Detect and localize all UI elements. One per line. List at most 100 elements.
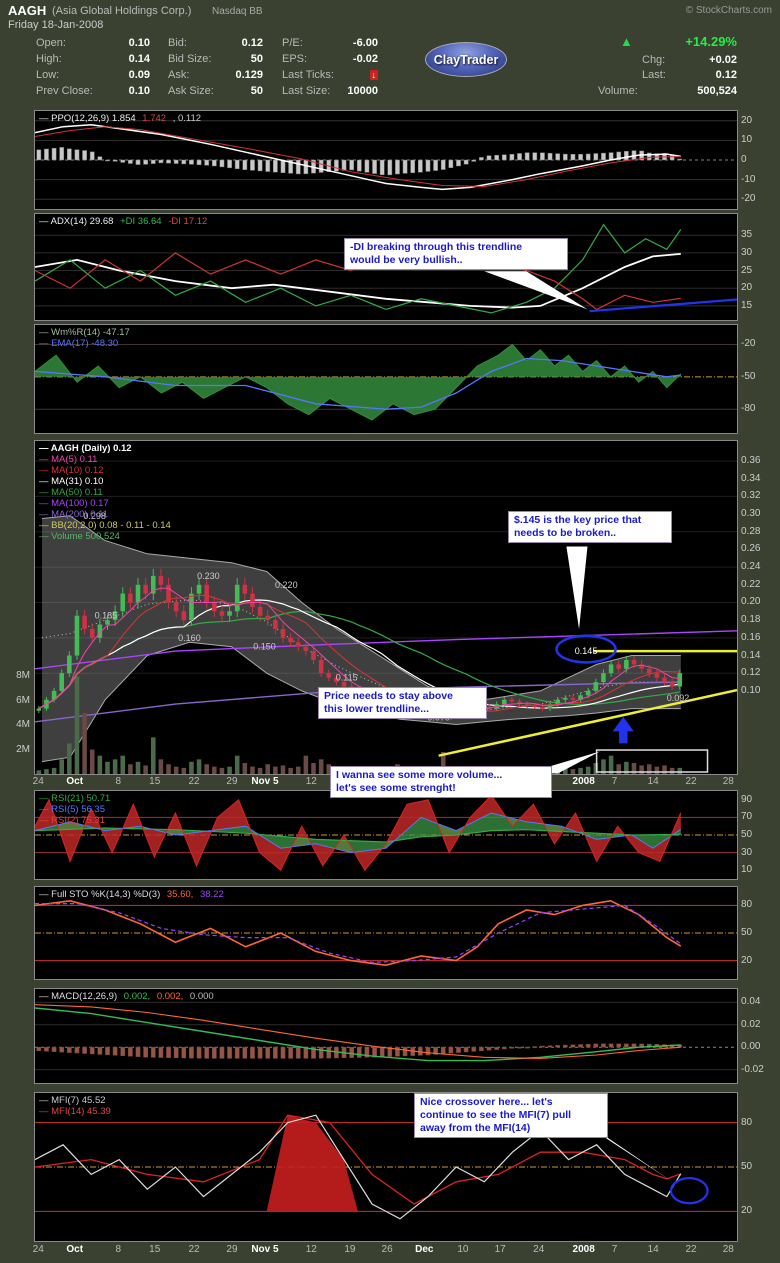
pe-label: P/E: (282, 37, 303, 49)
x-axis-label: 19 (344, 1244, 356, 1255)
svg-text:0.145: 0.145 (575, 646, 598, 656)
ppo-signal-value: 1.742 (142, 113, 167, 124)
rsi21-legend-label: — RSI(21) 50.71 (39, 793, 111, 804)
volume-axis-tick: 2M (16, 743, 30, 755)
y-axis-tick-rsi: 50 (741, 829, 753, 840)
x-axis-label: 26 (381, 1244, 393, 1255)
williams-r-legend: — Wm%R(14) -47.17 — EMA(17) -48.30 (39, 327, 130, 349)
rsi2-legend-label: — RSI(2) 75.31 (39, 815, 105, 826)
claytrader-logo: ClayTrader (425, 42, 507, 77)
y-axis-tick-main: 0.28 (741, 525, 761, 537)
y-axis-tick-main: 0.12 (741, 667, 761, 679)
key-price-annotation: $.145 is the key price that needs to be … (508, 511, 672, 544)
down-tick-icon: ↓ (369, 70, 378, 80)
y-axis-tick-main: 0.26 (741, 543, 761, 555)
y-axis-tick-rsi: 30 (741, 846, 753, 858)
x-axis-label: 8 (115, 1244, 122, 1255)
volume-annotation: I wanna see some more volume... let's se… (330, 766, 552, 799)
sto-legend-label: — Full STO %K(14,3) %D(3) (39, 889, 161, 900)
last-size-label: Last Size: (282, 85, 331, 97)
ask-size-value: 50 (250, 85, 263, 97)
macd-legend: — MACD(12,26,9) 0.002, 0.002, 0.000 (39, 991, 218, 1002)
y-axis-tick-ppo: 0 (741, 154, 747, 165)
x-axis-label: 7 (611, 776, 618, 787)
y-axis-tick-sto: 50 (741, 927, 753, 938)
y-axis-tick-ppo: 10 (741, 134, 753, 146)
x-axis-label: 24 (533, 1244, 545, 1255)
y-axis-tick-adx: 35 (741, 229, 753, 241)
rsi-panel: — RSI(21) 50.71 — RSI(5) 56.35 — RSI(2) … (34, 790, 738, 880)
y-axis-tick-main: 0.10 (741, 684, 761, 696)
prev-close-value: 0.10 (128, 85, 150, 97)
bid-size-value: 50 (250, 53, 263, 65)
x-axis-label: 12 (305, 1244, 317, 1255)
percent-change: +14.29% (685, 34, 737, 49)
ppo-legend-label: — PPO(12,26,9) 1.854 (39, 113, 136, 124)
y-axis-tick-wmr: -50 (741, 370, 756, 382)
chart-date: Friday 18-Jan-2008 (8, 19, 104, 31)
volume-legend-label: — Volume 500,524 (39, 531, 120, 542)
ppo-chart-canvas (35, 120, 737, 200)
x-axis-label: 22 (188, 1244, 200, 1255)
x-axis-label: Dec (415, 1244, 434, 1255)
volume-axis-tick: 6M (16, 694, 30, 706)
copyright-text: © StockCharts.com (685, 5, 772, 16)
y-axis-tick-mfi: 50 (741, 1161, 753, 1172)
svg-text:0.185: 0.185 (95, 611, 118, 621)
y-axis-tick-main: 0.14 (741, 649, 761, 661)
ma10-legend-label: — MA(10) 0.12 (39, 465, 104, 476)
svg-text:0.298: 0.298 (83, 511, 106, 521)
x-axis-label: 12 (305, 776, 317, 787)
volume-value: 500,524 (697, 85, 737, 97)
ask-value: 0.129 (235, 69, 263, 81)
y-axis-tick-sto: 20 (741, 954, 753, 966)
ppo-hist-value: , 0.112 (172, 113, 202, 124)
mfi-annotation: Nice crossover here... let's continue to… (414, 1093, 608, 1139)
ma50-legend-label: — MA(50) 0.11 (39, 487, 103, 498)
last-label: Last: (642, 69, 666, 81)
y-axis-tick-main: 0.20 (741, 596, 761, 608)
x-axis-label: 14 (647, 1244, 659, 1255)
y-axis-tick-sto: 80 (741, 899, 753, 911)
adx-annotation: -DI breaking through this trendline woul… (344, 238, 568, 271)
last-ticks-label: Last Ticks: (282, 69, 334, 81)
x-axis-label: Nov 5 (251, 776, 279, 787)
y-axis-tick-main: 0.36 (741, 454, 761, 466)
ppo-panel: — PPO(12,26,9) 1.854 1.742 , 0.112 (34, 110, 738, 210)
bid-label: Bid: (168, 37, 187, 49)
low-value: 0.09 (128, 69, 150, 81)
macd-signal-value: 0.002, (156, 991, 184, 1002)
y-axis-tick-main: 0.22 (741, 578, 761, 590)
y-axis-tick-macd: 0.00 (741, 1041, 761, 1053)
y-axis-tick-main: 0.24 (741, 561, 761, 573)
rsi-chart-canvas (35, 794, 737, 872)
y-axis-tick-adx: 15 (741, 299, 753, 311)
ma100-legend-label: — MA(100) 0.17 (39, 498, 109, 509)
wmr-chart-canvas (35, 343, 737, 421)
high-value: 0.14 (128, 53, 150, 65)
x-axis-label: Nov 5 (251, 1244, 279, 1255)
ask-label: Ask: (168, 69, 190, 81)
open-value: 0.10 (128, 37, 150, 49)
x-axis-label: 22 (685, 776, 697, 787)
y-axis-tick-macd: -0.02 (741, 1063, 764, 1075)
y-axis-tick-main: 0.16 (741, 631, 761, 643)
wmr-legend-label: — Wm%R(14) -47.17 (39, 327, 130, 338)
svg-text:0.092: 0.092 (667, 693, 690, 703)
x-axis-label: 2008 (572, 1244, 595, 1255)
y-axis-tick-rsi: 10 (741, 864, 753, 876)
stochastics-legend: — Full STO %K(14,3) %D(3) 35.60, 38.22 (39, 889, 228, 900)
eps-value: -0.02 (352, 53, 378, 65)
svg-text:0.150: 0.150 (253, 642, 276, 652)
y-axis-tick-macd: 0.04 (741, 996, 761, 1008)
low-label: Low: (36, 69, 60, 81)
y-axis-tick-rsi: 70 (741, 811, 753, 823)
ppo-legend: — PPO(12,26,9) 1.854 1.742 , 0.112 (39, 113, 205, 124)
x-axis-label: 15 (149, 1244, 161, 1255)
bottom-x-axis: 24 Oct 8 15 22 29 Nov 5 12 19 26 Dec 10 17 24 2008 7 14 2… (0, 1244, 780, 1257)
svg-text:0.220: 0.220 (275, 580, 298, 590)
x-axis-label: 7 (611, 1244, 618, 1255)
y-axis-tick-ppo: -20 (741, 193, 756, 205)
minus-di-value: -DI 17.12 (168, 216, 208, 227)
